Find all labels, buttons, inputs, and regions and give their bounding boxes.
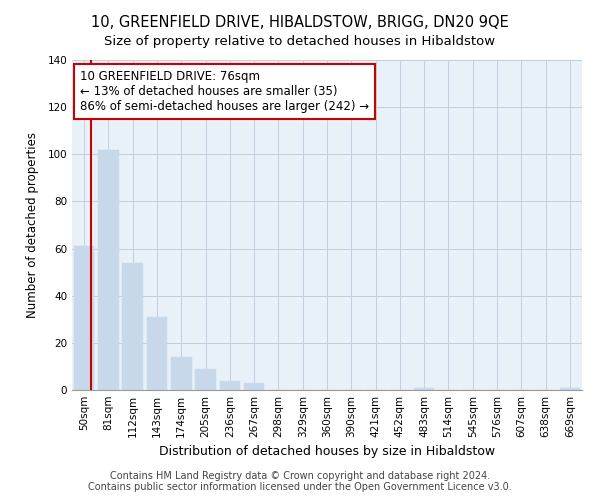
Y-axis label: Number of detached properties: Number of detached properties xyxy=(26,132,39,318)
Bar xyxy=(414,388,434,390)
Text: 10, GREENFIELD DRIVE, HIBALDSTOW, BRIGG, DN20 9QE: 10, GREENFIELD DRIVE, HIBALDSTOW, BRIGG,… xyxy=(91,15,509,30)
Text: Contains HM Land Registry data © Crown copyright and database right 2024.
Contai: Contains HM Land Registry data © Crown c… xyxy=(88,471,512,492)
Bar xyxy=(74,246,94,390)
Bar xyxy=(560,388,580,390)
Bar xyxy=(146,317,167,390)
Bar xyxy=(244,383,265,390)
X-axis label: Distribution of detached houses by size in Hibaldstow: Distribution of detached houses by size … xyxy=(159,446,495,458)
Bar xyxy=(98,150,119,390)
Text: 10 GREENFIELD DRIVE: 76sqm
← 13% of detached houses are smaller (35)
86% of semi: 10 GREENFIELD DRIVE: 76sqm ← 13% of deta… xyxy=(80,70,369,113)
Bar xyxy=(220,380,240,390)
Bar xyxy=(195,369,216,390)
Bar xyxy=(122,262,143,390)
Text: Size of property relative to detached houses in Hibaldstow: Size of property relative to detached ho… xyxy=(104,35,496,48)
Bar xyxy=(171,357,191,390)
